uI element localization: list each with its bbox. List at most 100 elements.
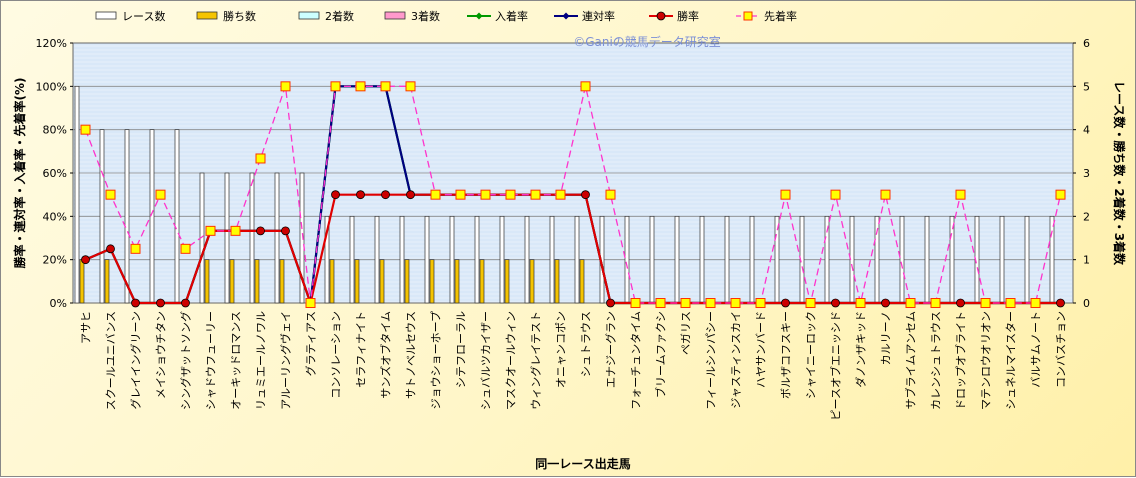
x-tick-label: シテフローラル (455, 311, 468, 388)
y-tick-label: 40% (43, 210, 67, 223)
x-tick-label: グラティアス (304, 311, 318, 376)
marker-circle (106, 244, 115, 254)
marker-square (180, 243, 191, 254)
x-axis-title: 同一レース出走馬 (535, 456, 630, 471)
legend-marker (475, 12, 483, 20)
bar-0 (499, 215, 505, 304)
bar-0 (449, 215, 455, 304)
x-tick-label: サンズオブタイム (379, 311, 393, 399)
x-tick-label: マテンロウオリオン (980, 311, 993, 410)
marker-square (330, 81, 341, 92)
x-tick-label: シャドウフューリー (205, 311, 218, 410)
y-tick-label: 120% (36, 37, 67, 50)
legend-label: 勝率 (677, 9, 699, 23)
marker-circle (781, 298, 790, 308)
marker-square (455, 189, 466, 200)
y2-tick-label: 1 (1083, 254, 1090, 267)
bar-0 (374, 215, 380, 304)
y2-tick-label: 0 (1083, 297, 1090, 310)
marker-circle (956, 298, 965, 308)
bar-0 (399, 215, 405, 304)
bar-0 (924, 215, 930, 304)
marker-circle (1056, 298, 1065, 308)
y-tick-label: 100% (36, 80, 67, 93)
x-tick-label: ジョウショーホープ (430, 311, 443, 409)
bar-0 (524, 215, 530, 304)
legend-swatch (298, 11, 320, 20)
legend-swatch (384, 11, 406, 20)
y2-tick-label: 6 (1083, 37, 1090, 50)
marker-circle (256, 226, 265, 236)
marker-circle (881, 298, 890, 308)
x-tick-label: ピースオブエニッシド (829, 311, 843, 420)
y-tick-label: 0% (50, 297, 67, 310)
marker-square (655, 298, 666, 308)
marker-square (1055, 189, 1066, 200)
bar-0 (324, 215, 330, 304)
marker-square (880, 189, 891, 200)
x-tick-label: バルサムノート (1030, 311, 1043, 388)
bar-0 (649, 215, 655, 304)
marker-circle (331, 190, 340, 200)
bar-0 (899, 215, 905, 304)
marker-square (230, 225, 241, 236)
bar-0 (124, 129, 130, 304)
bar-1 (554, 259, 560, 304)
marker-square (80, 124, 91, 135)
bar-1 (354, 259, 360, 304)
legend-label: 先着率 (764, 9, 797, 23)
bar-0 (174, 129, 180, 304)
x-tick-labels: アサヒ スクールユニバンス グレイイングリーン メイショウチタン シングザットソング シャ… (80, 311, 1068, 420)
marker-square (205, 225, 216, 236)
marker-circle (181, 298, 190, 308)
legend-marker (562, 12, 570, 20)
bar-1 (79, 259, 85, 304)
bar-0 (749, 215, 755, 304)
legend: レース数 勝ち数 2着数 3着数 入着率 連対率 勝率 先着率 (95, 9, 797, 23)
y2-axis-title: レース数・勝ち数・2着数・3着数 (1112, 81, 1127, 266)
marker-square (680, 298, 691, 308)
marker-circle (131, 298, 140, 308)
bar-0 (99, 129, 105, 304)
line-series-2 (85, 193, 1061, 307)
legend-label: 連対率 (582, 9, 615, 23)
bar-1 (529, 259, 535, 304)
legend-swatch (95, 11, 117, 20)
marker-square (105, 189, 116, 200)
marker-square (305, 298, 316, 308)
x-tick-label: サブライムアンセム (904, 311, 918, 409)
bar-0 (299, 172, 305, 304)
marker-square (605, 189, 616, 200)
x-tick-label: シャイニーロック (805, 311, 818, 399)
x-tick-label: エナジーグラン (604, 311, 618, 388)
marker-circle (281, 226, 290, 236)
marker-square (805, 298, 816, 308)
marker-square (380, 81, 391, 92)
x-tick-label: リュミエールノワル (255, 311, 268, 410)
marker-square (755, 298, 766, 308)
bar-1 (429, 259, 435, 304)
bar-0 (249, 172, 255, 304)
x-tick-label: スクールユニバンス (105, 311, 118, 410)
marker-circle (406, 190, 415, 200)
marker-circle (356, 190, 365, 200)
legend-label: 2着数 (325, 9, 354, 23)
bar-1 (279, 259, 285, 304)
bar-1 (504, 259, 510, 304)
x-tick-label: メイショウチタン (155, 311, 168, 399)
bar-0 (574, 215, 580, 304)
x-tick-label: ウィングレイテスト (529, 311, 543, 410)
legend-swatch (196, 11, 218, 20)
marker-square (730, 298, 741, 308)
bar-0 (949, 215, 955, 304)
bar-1 (454, 259, 460, 304)
bar-0 (1024, 215, 1030, 304)
marker-square (155, 189, 166, 200)
x-tick-label: コンバスチョン (1055, 311, 1068, 388)
marker-square (930, 298, 941, 308)
bar-1 (379, 259, 385, 304)
marker-square (1030, 298, 1041, 308)
x-tick-label: フィールシンパシー (705, 311, 718, 410)
x-tick-label: カルリーノ (880, 311, 893, 365)
